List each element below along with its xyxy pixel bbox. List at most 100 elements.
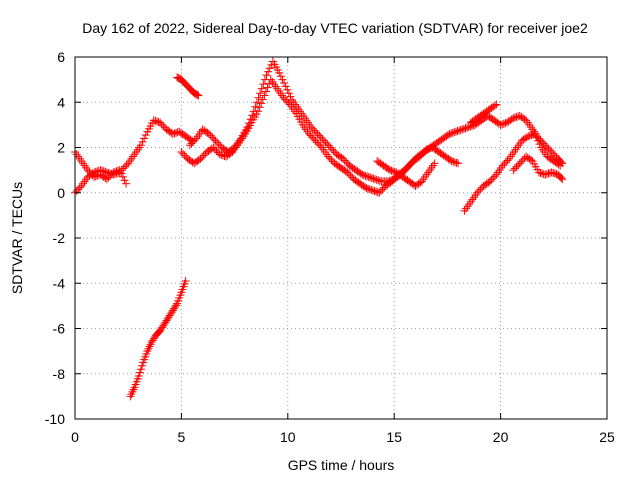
data-point [547,148,556,157]
data-point [399,167,408,176]
data-point [401,165,410,174]
data-point [209,135,218,144]
data-point [157,120,166,129]
data-point [276,72,285,81]
data-point [168,129,177,138]
data-point [98,166,107,175]
data-point [376,187,385,196]
data-point [163,314,172,323]
data-point [535,140,544,149]
data-point [362,184,371,193]
data-point [558,175,567,184]
data-point [522,133,531,142]
x-tick-label: 25 [599,429,615,445]
data-point [151,116,160,125]
data-point [463,123,472,132]
data-point [215,150,224,159]
data-point [167,308,176,317]
data-point [388,175,397,184]
data-point [72,187,81,196]
data-point [517,157,526,166]
data-point [135,368,144,377]
data-point [254,93,263,102]
data-point [246,115,255,124]
data-point [112,169,121,178]
data-point [185,141,194,150]
data-point [177,148,186,157]
data-point [549,168,558,177]
data-point [527,131,536,140]
data-point [196,154,205,163]
series-arc-3 [117,116,197,175]
data-points [71,57,567,401]
data-point [118,172,127,181]
data-point [156,118,165,127]
data-point [319,136,328,145]
data-point [141,131,150,140]
data-point [305,129,314,138]
data-point [445,129,454,138]
data-point [157,325,166,334]
data-point [387,166,396,175]
data-point [474,187,483,196]
data-point [554,160,563,169]
data-point [358,170,367,179]
data-point [259,80,268,89]
data-point [454,159,463,168]
data-point [161,318,170,327]
data-point [532,133,541,142]
data-point [191,89,200,98]
data-point [173,73,182,82]
data-point [496,120,505,129]
data-point [402,163,411,172]
data-point [121,162,130,171]
data-point [467,122,476,131]
data-point [327,145,336,154]
data-point [174,73,183,82]
data-point [88,169,97,178]
x-tick-label: 15 [386,429,402,445]
data-point [550,169,559,178]
data-point [164,313,173,322]
y-tick-label: -8 [53,366,66,382]
y-tick-label: 4 [57,94,65,110]
data-point [514,161,523,170]
data-point [536,168,545,177]
data-point [316,141,325,150]
data-point [149,334,158,343]
data-point [172,301,181,310]
data-point [501,158,510,167]
data-point [91,167,100,176]
data-point [187,139,196,148]
data-point [485,177,494,186]
data-point [487,175,496,184]
y-tick-label: -4 [53,275,66,291]
data-point [509,166,518,175]
y-tick-label: 2 [57,140,65,156]
data-point [198,153,207,162]
data-point [74,185,83,194]
series-arc-10 [466,100,501,127]
y-tick-label: -10 [45,411,65,427]
data-point [102,168,111,177]
data-point [453,127,462,136]
data-point [364,184,373,193]
data-point [455,126,464,135]
data-point [318,135,327,144]
data-point [140,134,149,143]
data-point [530,129,539,138]
data-point [458,125,467,134]
data-point [313,138,322,147]
data-point [372,175,381,184]
data-point [252,98,261,107]
data-point [309,135,318,144]
data-point [327,155,336,164]
data-point [75,183,84,192]
x-tick-label: 20 [493,429,509,445]
data-point [473,188,482,197]
data-point [257,84,266,93]
data-point [313,129,322,138]
data-point [490,101,499,110]
data-point [159,122,168,131]
